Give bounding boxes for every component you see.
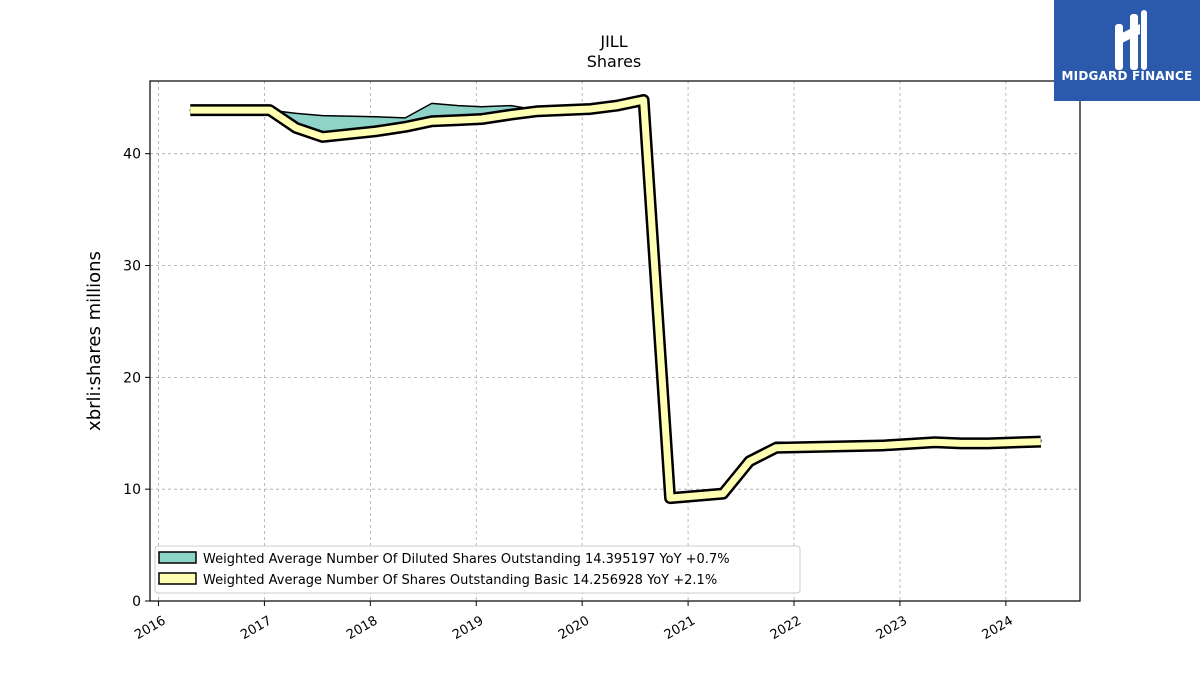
chart-subtitle: Shares	[586, 52, 642, 71]
y-axis-ticks: 0 10 20 30 40	[123, 147, 150, 610]
x-tick-label: 2016	[132, 613, 168, 643]
x-tick-label: 2020	[556, 613, 592, 643]
legend-box	[154, 545, 801, 594]
brand-logo-text: MIDGARD FINANCE	[1061, 69, 1193, 83]
series-basic-outline	[190, 94, 1041, 505]
y-tick-label: 10	[123, 482, 141, 498]
series-layer	[189, 94, 1042, 505]
legend-label-basic: Weighted Average Number Of Shares Outsta…	[203, 573, 717, 588]
y-tick-label: 40	[123, 147, 141, 163]
x-tick-label: 2021	[662, 613, 698, 643]
x-tick-label: 2024	[980, 613, 1016, 643]
x-tick-label: 2023	[874, 613, 910, 643]
x-tick-label: 2018	[344, 613, 380, 643]
legend: Weighted Average Number Of Diluted Share…	[154, 545, 801, 594]
series-basic-line	[190, 96, 1041, 502]
y-tick-label: 30	[123, 259, 141, 275]
chart-title: JILL	[600, 32, 628, 51]
legend-label-diluted: Weighted Average Number Of Diluted Share…	[203, 552, 730, 567]
brand-logo: MIDGARD FINANCE	[1054, 0, 1200, 101]
y-tick-label: 0	[132, 594, 141, 610]
legend-swatch-basic	[158, 572, 197, 585]
x-axis-ticks: 2016 2017 2018 2019 2020 2021 2022 2023 2024	[132, 601, 1016, 643]
brand-logo-mark-icon	[1115, 10, 1147, 70]
x-tick-label: 2017	[238, 613, 274, 643]
y-tick-label: 20	[123, 370, 141, 386]
x-tick-label: 2019	[450, 613, 486, 643]
grid-lines	[150, 81, 1080, 602]
plot-frame	[149, 80, 1081, 602]
x-tick-label: 2022	[768, 613, 804, 643]
legend-swatch-diluted	[158, 551, 197, 564]
y-axis-label: xbrli:shares millions	[84, 251, 105, 431]
